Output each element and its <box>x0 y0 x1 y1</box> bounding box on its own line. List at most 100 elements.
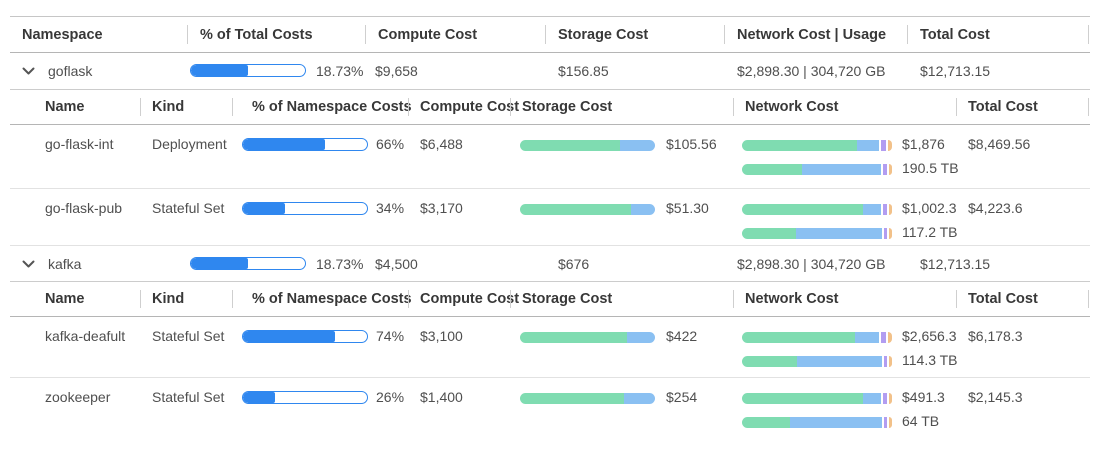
column-separator <box>510 290 511 308</box>
storage-cost-bar <box>520 140 655 151</box>
green-bar-segment <box>520 140 620 151</box>
blue-bar-segment <box>862 204 881 215</box>
col-header-total-cost: Total Cost <box>968 99 1038 115</box>
namespace-name: kafka <box>48 256 82 272</box>
col-header-pct-namespace-costs: % of Namespace Costs <box>252 291 412 307</box>
purple-bar-segment <box>884 228 888 239</box>
col-header-total-cost: Total Cost <box>920 27 990 43</box>
total-cost-value: $6,178.3 <box>968 328 1023 344</box>
compute-cost-value: $9,658 <box>375 63 418 79</box>
network-usage-bar <box>742 417 893 428</box>
workload-kind: Deployment <box>152 136 227 152</box>
column-separator <box>232 290 233 308</box>
main-header-row: Namespace % of Total Costs Compute Cost … <box>10 16 1090 53</box>
orange-bar-segment <box>889 204 892 215</box>
network-usage-bar <box>742 228 892 239</box>
column-separator <box>956 290 957 308</box>
workload-name: kafka-deafult <box>45 328 126 344</box>
namespace-row-kafka[interactable]: kafka 18.73% $4,500 $676 $2,898.30 | 304… <box>10 246 1090 281</box>
pct-namespace-costs-value: 66% <box>376 136 405 152</box>
col-header-name: Name <box>45 99 85 115</box>
column-separator <box>408 290 409 308</box>
green-bar-segment <box>742 332 856 343</box>
storage-cost-value: $156.85 <box>558 63 609 79</box>
column-separator <box>733 290 734 308</box>
col-header-kind: Kind <box>152 291 185 307</box>
compute-cost-value: $3,170 <box>420 200 463 216</box>
green-bar-segment <box>742 204 863 215</box>
orange-bar-segment <box>889 393 892 404</box>
green-bar-segment <box>520 204 631 215</box>
column-separator <box>545 25 546 44</box>
network-cost-bar <box>742 140 892 151</box>
network-cost-bar <box>742 393 892 404</box>
column-separator <box>408 98 409 116</box>
pct-namespace-costs-bar <box>242 202 368 215</box>
blue-bar-segment <box>619 140 655 151</box>
col-header-pct-total-costs: % of Total Costs <box>200 27 313 43</box>
pct-namespace-costs-bar <box>242 138 368 151</box>
col-header-total-cost: Total Cost <box>968 291 1038 307</box>
chevron-down-icon[interactable] <box>22 260 35 269</box>
orange-bar-segment <box>889 228 892 239</box>
orange-bar-segment <box>887 140 892 151</box>
storage-cost-bar <box>520 393 655 404</box>
column-separator <box>232 98 233 116</box>
col-header-storage-cost: Storage Cost <box>558 27 649 43</box>
network-cost-usage-value: $2,898.30 | 304,720 GB <box>737 256 886 272</box>
total-cost-value: $2,145.3 <box>968 389 1023 405</box>
purple-bar-segment <box>882 164 888 175</box>
pct-namespace-costs-value: 34% <box>376 200 405 216</box>
cost-allocation-table: Namespace % of Total Costs Compute Cost … <box>10 16 1090 436</box>
compute-cost-value: $3,100 <box>420 328 463 344</box>
storage-cost-bar <box>520 204 655 215</box>
total-cost-value: $12,713.15 <box>920 63 991 79</box>
workload-kind: Stateful Set <box>152 328 225 344</box>
col-header-kind: Kind <box>152 99 185 115</box>
column-separator <box>140 290 141 308</box>
column-separator <box>1088 290 1089 308</box>
orange-bar-segment <box>889 164 892 175</box>
column-separator <box>724 25 725 44</box>
namespace-name: goflask <box>48 63 93 79</box>
col-header-compute-cost: Compute Cost <box>378 27 478 43</box>
green-bar-segment <box>742 393 863 404</box>
column-separator <box>733 98 734 116</box>
workload-name: zookeeper <box>45 389 111 405</box>
orange-bar-segment <box>889 417 893 428</box>
storage-cost-value: $676 <box>558 256 590 272</box>
storage-cost-value: $422 <box>666 328 698 344</box>
workload-header-row: Name Kind % of Namespace Costs Compute C… <box>10 89 1090 125</box>
blue-bar-segment <box>626 332 655 343</box>
network-cost-value: $1,876 <box>902 136 945 152</box>
blue-bar-segment <box>862 393 881 404</box>
network-cost-bar <box>742 332 892 343</box>
network-usage-value: 117.2 TB <box>902 224 958 240</box>
blue-bar-segment <box>789 417 883 428</box>
col-header-compute-cost: Compute Cost <box>420 291 520 307</box>
workload-name: go-flask-int <box>45 136 114 152</box>
blue-bar-segment <box>856 140 880 151</box>
network-usage-bar <box>742 356 893 367</box>
col-header-name: Name <box>45 291 85 307</box>
blue-bar-segment <box>623 393 655 404</box>
column-separator <box>1088 25 1089 44</box>
chevron-down-icon[interactable] <box>22 67 35 76</box>
column-separator <box>956 98 957 116</box>
green-bar-segment <box>742 164 802 175</box>
network-usage-value: 190.5 TB <box>902 160 959 176</box>
workload-kind: Stateful Set <box>152 389 225 405</box>
workload-row-go-flask-int: go-flask-int Deployment 66% $6,488 $105.… <box>10 125 1090 189</box>
green-bar-segment <box>520 332 627 343</box>
network-cost-value: $491.3 <box>902 389 945 405</box>
network-usage-value: 64 TB <box>902 413 940 429</box>
col-header-storage-cost: Storage Cost <box>522 291 613 307</box>
purple-bar-segment <box>882 393 888 404</box>
col-header-pct-namespace-costs: % of Namespace Costs <box>252 99 412 115</box>
workload-header-row: Name Kind % of Namespace Costs Compute C… <box>10 281 1090 317</box>
pct-namespace-costs-value: 74% <box>376 328 405 344</box>
namespace-row-goflask[interactable]: goflask 18.73% $9,658 $156.85 $2,898.30 … <box>10 53 1090 89</box>
purple-bar-segment <box>884 417 888 428</box>
workload-name: go-flask-pub <box>45 200 123 216</box>
col-header-namespace: Namespace <box>22 27 103 43</box>
